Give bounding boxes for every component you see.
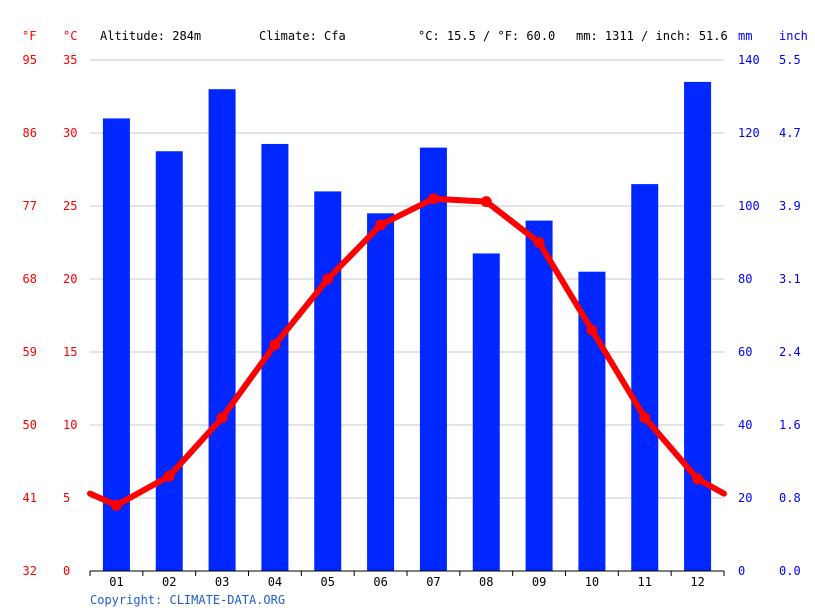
temperature-point (533, 237, 545, 248)
celsius-tick-label: 35 (63, 53, 77, 67)
month-label: 12 (690, 575, 704, 589)
month-label: 03 (215, 575, 229, 589)
inch-tick-label: 2.4 (779, 345, 801, 359)
temperature-point (586, 324, 598, 336)
climate-label: Climate: Cfa (259, 29, 346, 43)
mm-tick-label: 120 (738, 126, 760, 140)
gridlines (90, 59, 724, 499)
precipitation-bars (102, 81, 712, 572)
fahrenheit-tick-label: 77 (23, 199, 37, 213)
fahrenheit-tick-label: 32 (23, 564, 37, 578)
fahrenheit-tick-label: 59 (23, 345, 37, 359)
copyright-label: Copyright: CLIMATE-DATA.ORG (90, 593, 285, 607)
month-label: 04 (268, 575, 282, 589)
temperature-point (163, 470, 175, 482)
precipitation-bar (208, 89, 236, 571)
month-label: 09 (532, 575, 546, 589)
fahrenheit-tick-label: 95 (23, 53, 37, 67)
precipitation-bar (684, 81, 712, 572)
fahrenheit-tick-label: 50 (23, 418, 37, 432)
x-axis: 01 02 03 04 05 06 07 08 09 10 11 12 (89, 570, 725, 589)
inch-tick-label: 0.8 (779, 491, 801, 505)
month-label: 01 (109, 575, 123, 589)
inch-tick-label: 4.7 (779, 126, 801, 140)
temperature-line (87, 193, 727, 511)
precipitation-bar (367, 213, 395, 572)
inch-tick-label: 3.1 (779, 272, 801, 286)
precipitation-bar (419, 147, 447, 571)
precipitation-bar (525, 220, 553, 571)
inch-tick-label: 3.9 (779, 199, 801, 213)
celsius-tick-label: 10 (63, 418, 77, 432)
temperature-series-line (87, 195, 727, 509)
mm-tick-label: 20 (738, 491, 752, 505)
temperature-point (269, 339, 281, 351)
inch-tick-label: 5.5 (779, 53, 801, 67)
celsius-tick-label: 25 (63, 199, 77, 213)
celsius-tick-label: 5 (63, 491, 70, 505)
mm-tick-label: 100 (738, 199, 760, 213)
temperature-point (322, 273, 334, 285)
precipitation-bar (102, 118, 130, 572)
temperature-point (480, 196, 492, 208)
y-axis-ticks: 32 0 0 0.0 41 5 20 0.8 50 10 40 1.6 59 15 60 2.4 68 20 80 3… (23, 53, 801, 578)
mm-tick-label: 60 (738, 345, 752, 359)
precipitation-bar (631, 184, 659, 571)
inch-unit-label: inch (779, 29, 808, 43)
precipitation-bar (314, 191, 342, 571)
month-label: 08 (479, 575, 493, 589)
celsius-tick-label: 30 (63, 126, 77, 140)
month-label: 06 (373, 575, 387, 589)
celsius-tick-label: 20 (63, 272, 77, 286)
fahrenheit-tick-label: 41 (23, 491, 37, 505)
altitude-label: Altitude: 284m (100, 29, 201, 43)
mm-unit-label: mm (738, 29, 752, 43)
month-label: 11 (638, 575, 652, 589)
temperature-point (375, 219, 387, 231)
precipitation-bar (578, 271, 606, 571)
mm-tick-label: 140 (738, 53, 760, 67)
celsius-tick-label: 15 (63, 345, 77, 359)
temperature-point (427, 193, 439, 205)
temperature-point (110, 499, 122, 511)
temperature-point (216, 412, 228, 424)
mm-tick-label: 80 (738, 272, 752, 286)
inch-tick-label: 0.0 (779, 564, 801, 578)
fahrenheit-tick-label: 86 (23, 126, 37, 140)
temperature-point (639, 412, 651, 424)
month-label: 10 (585, 575, 599, 589)
mm-tick-label: 40 (738, 418, 752, 432)
fahrenheit-tick-label: 68 (23, 272, 37, 286)
fahrenheit-unit-label: °F (22, 29, 36, 43)
average-temperature-label: °C: 15.5 / °F: 60.0 (418, 29, 555, 43)
precipitation-bar (472, 253, 500, 571)
celsius-unit-label: °C (63, 29, 77, 43)
inch-tick-label: 1.6 (779, 418, 801, 432)
mm-tick-label: 0 (738, 564, 745, 578)
celsius-tick-label: 0 (63, 564, 70, 578)
temperature-point (692, 473, 704, 485)
total-precipitation-label: mm: 1311 / inch: 51.6 (576, 29, 728, 43)
month-label: 05 (321, 575, 335, 589)
month-label: 02 (162, 575, 176, 589)
month-label: 07 (426, 575, 440, 589)
precipitation-bar (155, 151, 183, 571)
